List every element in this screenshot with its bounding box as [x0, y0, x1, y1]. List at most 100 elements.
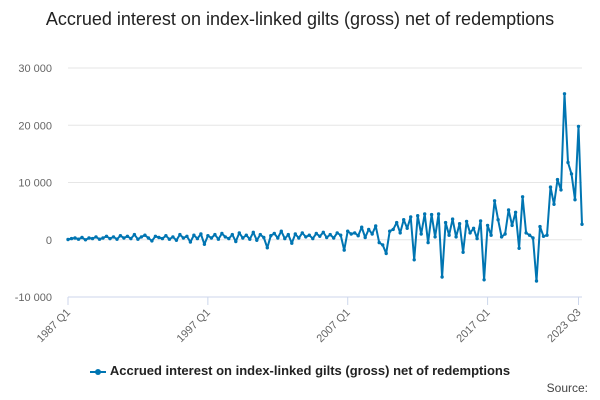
data-point[interactable] [321, 230, 325, 234]
data-point[interactable] [478, 219, 483, 223]
data-point[interactable] [395, 220, 399, 225]
data-point[interactable] [129, 236, 133, 241]
data-point[interactable] [457, 222, 462, 226]
data-point[interactable] [384, 251, 388, 256]
data-point[interactable] [489, 233, 493, 237]
data-point[interactable] [461, 250, 465, 254]
data-point[interactable] [80, 235, 84, 240]
data-point[interactable] [269, 234, 273, 238]
data-point[interactable] [311, 236, 315, 241]
data-point[interactable] [122, 236, 126, 240]
data-point[interactable] [419, 232, 423, 236]
data-point[interactable] [416, 214, 420, 218]
data-point[interactable] [69, 236, 74, 241]
data-point[interactable] [153, 234, 158, 238]
data-point[interactable] [174, 238, 179, 242]
data-point[interactable] [374, 224, 378, 228]
data-point[interactable] [307, 233, 311, 237]
data-point[interactable] [178, 232, 182, 237]
data-point[interactable] [318, 234, 322, 238]
data-point[interactable] [482, 278, 486, 282]
data-point[interactable] [237, 231, 241, 235]
data-point[interactable] [199, 232, 203, 236]
data-point[interactable] [353, 231, 357, 235]
data-point[interactable] [471, 226, 476, 230]
data-point[interactable] [573, 198, 577, 202]
data-point[interactable] [464, 219, 469, 224]
data-point[interactable] [328, 232, 332, 237]
data-point[interactable] [391, 227, 395, 232]
data-point[interactable] [499, 235, 504, 239]
data-point[interactable] [524, 231, 528, 235]
data-point[interactable] [534, 279, 539, 283]
data-point[interactable] [468, 231, 472, 235]
data-point[interactable] [538, 224, 542, 229]
data-point[interactable] [548, 185, 553, 189]
data-point[interactable] [405, 226, 409, 230]
data-point[interactable] [167, 237, 172, 241]
data-point[interactable] [506, 208, 511, 212]
data-point[interactable] [227, 236, 231, 241]
data-point[interactable] [251, 230, 255, 234]
data-point[interactable] [248, 237, 252, 241]
data-point[interactable] [423, 212, 427, 216]
data-point[interactable] [234, 239, 238, 244]
data-point[interactable] [454, 235, 458, 239]
data-point[interactable] [157, 235, 161, 240]
data-point[interactable] [293, 232, 297, 236]
data-point[interactable] [241, 236, 245, 240]
data-point[interactable] [433, 235, 437, 239]
data-point[interactable] [566, 160, 570, 165]
data-point[interactable] [136, 237, 140, 241]
data-point[interactable] [349, 232, 353, 236]
data-point[interactable] [230, 232, 234, 237]
data-point[interactable] [286, 232, 290, 237]
data-point[interactable] [314, 231, 318, 236]
data-point[interactable] [192, 233, 196, 237]
data-point[interactable] [436, 212, 441, 216]
data-point[interactable] [513, 210, 518, 214]
data-point[interactable] [346, 229, 350, 233]
data-point[interactable] [290, 241, 294, 245]
data-point[interactable] [195, 236, 200, 241]
data-point[interactable] [115, 237, 119, 241]
data-point[interactable] [541, 234, 546, 238]
data-point[interactable] [426, 240, 430, 245]
data-point[interactable] [297, 236, 301, 240]
data-point[interactable] [503, 232, 507, 236]
data-point[interactable] [118, 234, 123, 238]
data-point[interactable] [443, 220, 448, 225]
data-point[interactable] [90, 236, 95, 241]
data-point[interactable] [87, 236, 91, 240]
data-point[interactable] [171, 235, 175, 239]
data-point[interactable] [485, 223, 490, 228]
data-point[interactable] [370, 232, 374, 236]
data-point[interactable] [283, 236, 287, 241]
data-point[interactable] [94, 235, 98, 239]
data-point[interactable] [304, 235, 308, 239]
data-point[interactable] [244, 233, 248, 237]
data-point[interactable] [576, 124, 581, 129]
data-point[interactable] [132, 232, 137, 237]
data-point[interactable] [388, 229, 392, 233]
data-point[interactable] [101, 236, 105, 240]
data-point[interactable] [279, 229, 283, 233]
data-point[interactable] [97, 237, 102, 241]
data-point[interactable] [510, 223, 514, 228]
data-point[interactable] [202, 242, 207, 246]
data-point[interactable] [569, 172, 574, 176]
data-point[interactable] [73, 236, 77, 240]
data-point[interactable] [492, 199, 497, 203]
data-point[interactable] [447, 233, 451, 237]
data-point[interactable] [220, 231, 224, 236]
data-point[interactable] [527, 233, 532, 237]
data-point[interactable] [562, 92, 567, 96]
series-accrued-interest[interactable] [66, 92, 584, 283]
data-point[interactable] [342, 248, 346, 252]
data-point[interactable] [139, 235, 144, 239]
data-point[interactable] [111, 235, 116, 239]
data-point[interactable] [262, 235, 266, 240]
data-point[interactable] [531, 236, 535, 240]
data-point[interactable] [300, 231, 304, 235]
data-point[interactable] [185, 234, 189, 238]
